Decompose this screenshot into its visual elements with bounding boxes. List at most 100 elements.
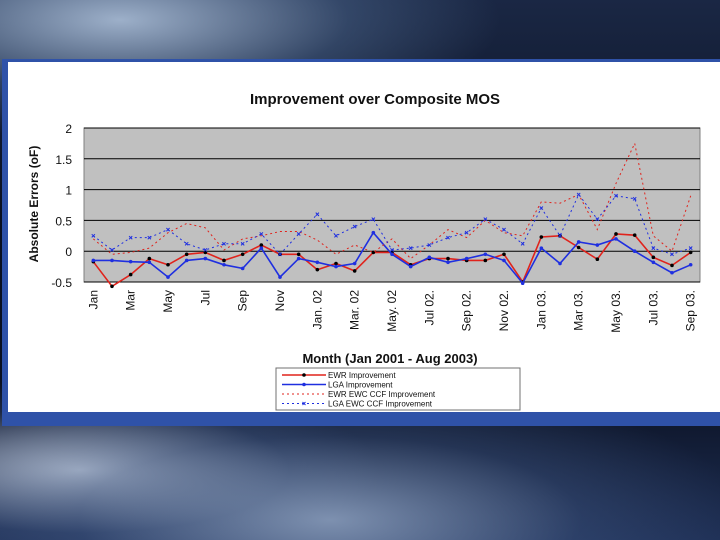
data-point (222, 241, 226, 246)
data-point (483, 258, 488, 263)
data-point (371, 250, 376, 255)
x-tick-label: Nov (273, 290, 287, 311)
data-point (520, 281, 525, 286)
data-point (222, 262, 226, 267)
data-point (110, 258, 114, 263)
data-point (334, 264, 338, 269)
x-tick-label: Jan 03. (534, 290, 548, 329)
data-point (334, 261, 338, 266)
data-point (352, 224, 357, 229)
data-point (558, 261, 562, 266)
legend-marker (302, 382, 306, 387)
y-tick-label: 1 (65, 184, 72, 198)
data-point (502, 227, 506, 232)
data-point (352, 269, 357, 273)
data-point (539, 206, 544, 211)
chart-title: Improvement over Composite MOS (250, 91, 500, 108)
data-point (166, 275, 170, 279)
x-tick-label: Jul 02. (422, 290, 436, 325)
data-point (502, 258, 506, 263)
data-point (203, 256, 208, 261)
data-point (371, 230, 376, 235)
data-point (427, 255, 432, 260)
x-tick-label: May. 02 (385, 290, 399, 332)
data-point (203, 248, 208, 252)
x-tick-label: Jan. 02 (310, 290, 324, 330)
y-tick-label: -0.5 (51, 276, 72, 290)
y-tick-label: 2 (65, 122, 72, 136)
data-point (259, 246, 264, 250)
data-point (296, 256, 301, 261)
data-point (483, 252, 488, 257)
data-point (595, 217, 600, 222)
y-axis-label: Absolute Errors (oF) (27, 146, 41, 263)
data-point (315, 212, 320, 217)
data-point (371, 217, 376, 222)
x-axis-label: Month (Jan 2001 - Aug 2003) (302, 351, 477, 366)
data-point (446, 235, 450, 240)
data-point (166, 227, 170, 232)
data-point (539, 246, 544, 250)
legend-label: LGA Improvement (328, 381, 393, 390)
x-tick-label: Jul 03. (646, 290, 660, 325)
data-point (558, 233, 562, 238)
data-point (110, 284, 114, 289)
series-line-3 (92, 141, 692, 260)
data-point (670, 252, 674, 257)
x-tick-label: Sep (236, 290, 250, 312)
data-point (315, 260, 320, 265)
data-point (390, 248, 394, 252)
plot-area (83, 127, 701, 283)
data-point (614, 232, 618, 236)
data-point (614, 237, 618, 241)
data-point (184, 241, 189, 246)
x-tick-label: Sep 03. (684, 290, 698, 331)
x-tick-label: May (161, 290, 175, 313)
legend-label: EWR EWC CCF Improvement (328, 390, 436, 399)
data-point (184, 258, 189, 263)
data-point (576, 245, 581, 250)
y-tick-label: 0.5 (55, 214, 72, 228)
x-tick-label: May 03. (609, 290, 623, 333)
data-point (632, 249, 637, 253)
data-point (184, 252, 189, 257)
data-point (390, 252, 394, 257)
data-point (222, 258, 226, 263)
data-point (670, 263, 674, 268)
data-point (464, 230, 469, 235)
chart-panel: 2 1.5 1 0.5 0 -0.5 Jan Mar May Jul Sep Nov Jan. 02 M… (8, 62, 720, 412)
data-point (502, 252, 506, 257)
legend-label: EWR Improvement (328, 371, 396, 380)
data-point (539, 235, 544, 239)
data-point (651, 255, 656, 260)
data-point (595, 257, 600, 262)
data-point (91, 233, 96, 238)
data-point (614, 193, 618, 198)
data-point (147, 260, 152, 265)
data-point (128, 259, 133, 264)
data-point (259, 231, 264, 236)
legend-marker (302, 401, 306, 406)
data-point (315, 267, 320, 272)
data-point (278, 275, 282, 279)
data-point (464, 256, 469, 261)
data-point (296, 252, 301, 257)
data-point (427, 243, 432, 247)
data-point (688, 250, 693, 255)
x-tick-label: Jul (198, 290, 212, 305)
data-point (147, 256, 152, 261)
data-point (296, 231, 301, 236)
y-tick-label: 0 (65, 245, 72, 259)
x-tick-label: Sep 02. (460, 290, 474, 331)
data-point (408, 264, 413, 269)
x-tick-labels: Jan Mar May Jul Sep Nov Jan. 02 Mar. 02 May. 02 J… (86, 290, 697, 333)
line-chart: 2 1.5 1 0.5 0 -0.5 Jan Mar May Jul Sep Nov Jan. 02 M… (27, 91, 701, 411)
data-point (240, 241, 245, 246)
data-point (408, 246, 413, 251)
data-point (147, 235, 152, 240)
data-point (576, 192, 581, 197)
x-tick-label: Nov 02. (497, 290, 511, 331)
data-point (166, 262, 170, 267)
data-point (334, 233, 338, 238)
